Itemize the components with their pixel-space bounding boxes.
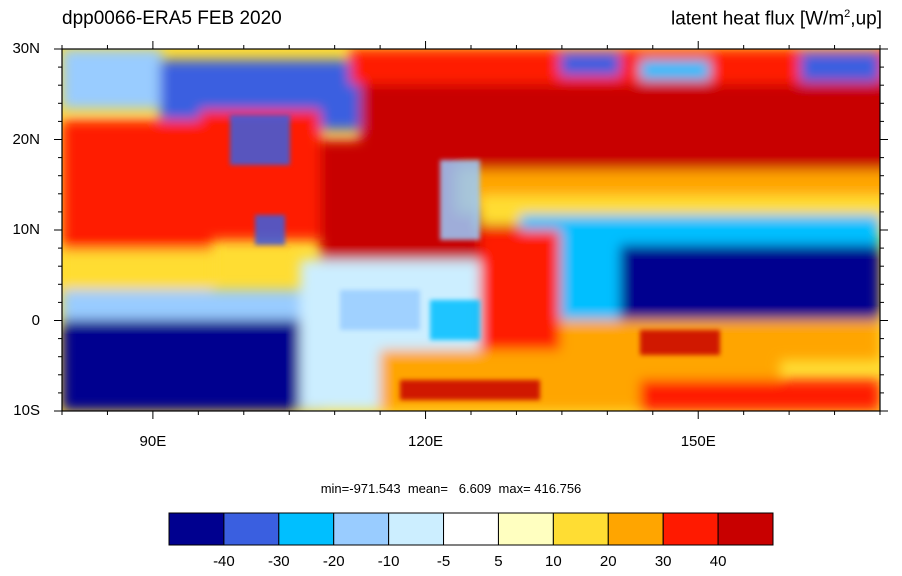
plot-title-right: latent heat flux [W/m2,up] [671,8,882,30]
detail-south-red [640,330,720,355]
stats-line: min=-971.543 mean= 6.609 max= 416.756 [0,481,902,496]
colorbar-label: 5 [494,553,503,570]
y-tick-label: 10S [13,402,40,419]
colorbar-swatch [223,512,280,546]
detail-blue-1 [230,115,290,165]
colorbar-label: -20 [322,553,345,570]
colorbar [168,512,774,546]
x-tick-label: 90E [139,433,167,450]
field-regions [62,49,880,411]
colorbar-label: 10 [545,553,562,570]
y-tick-label: 0 [31,311,40,329]
colorbar-label: 30 [654,553,672,570]
detail-blue-2 [255,215,285,245]
detail-sulawesi [430,300,480,340]
colorbar-swatch [552,512,609,546]
colorbar-swatch [662,512,719,546]
flux-field [62,49,880,411]
plot-title-left: dpp0066-ERA5 FEB 2020 [62,8,282,29]
y-tick-label: 30N [12,40,40,57]
region-north-blue-1 [560,52,620,76]
detail-java-sea [400,380,540,400]
y-tick-label: 20N [12,130,40,148]
colorbar-label: 40 [709,553,727,570]
stat-mean: mean= 6.609 [407,481,492,496]
colorbar-swatch [607,512,664,546]
region-south-red [640,380,880,411]
field-detail [230,115,720,400]
title-units-sup: 2 [844,8,851,20]
region-bay-of-bengal [62,120,212,270]
colorbar-label: -5 [436,553,451,570]
detail-philippines [440,160,480,240]
colorbar-swatch [497,512,554,546]
stat-min: min=-971.543 [320,481,401,496]
region-himalaya-mixed [62,49,162,109]
region-north-blue-3 [800,52,880,82]
colorbar-label: -40 [213,553,235,570]
title-units-prefix: latent heat flux [W/m [670,8,845,30]
stat-max: max= 416.756 [498,481,582,496]
colorbar-label: -30 [267,553,290,570]
colorbar-swatch [388,512,445,546]
colorbar-swatch [278,512,335,546]
colorbar-swatch [443,512,499,546]
y-tick-label: 10N [12,221,40,238]
colorbar-swatch [333,512,390,546]
detail-borneo [340,290,420,330]
region-pacific-navy [620,245,880,325]
axis-tickmarks [54,41,888,419]
title-units-suffix: ,up] [850,8,882,30]
region-north-blue-2 [640,60,710,80]
colorbar-label: 20 [599,553,617,570]
colorbar-swatch [168,512,225,546]
x-tick-label: 120E [408,433,444,450]
colorbar-label: -10 [377,553,400,570]
x-tick-label: 150E [680,433,716,450]
colorbar-swatch [717,512,774,546]
region-south-indian-blue [62,320,322,411]
region-new-guinea-north [480,230,560,350]
